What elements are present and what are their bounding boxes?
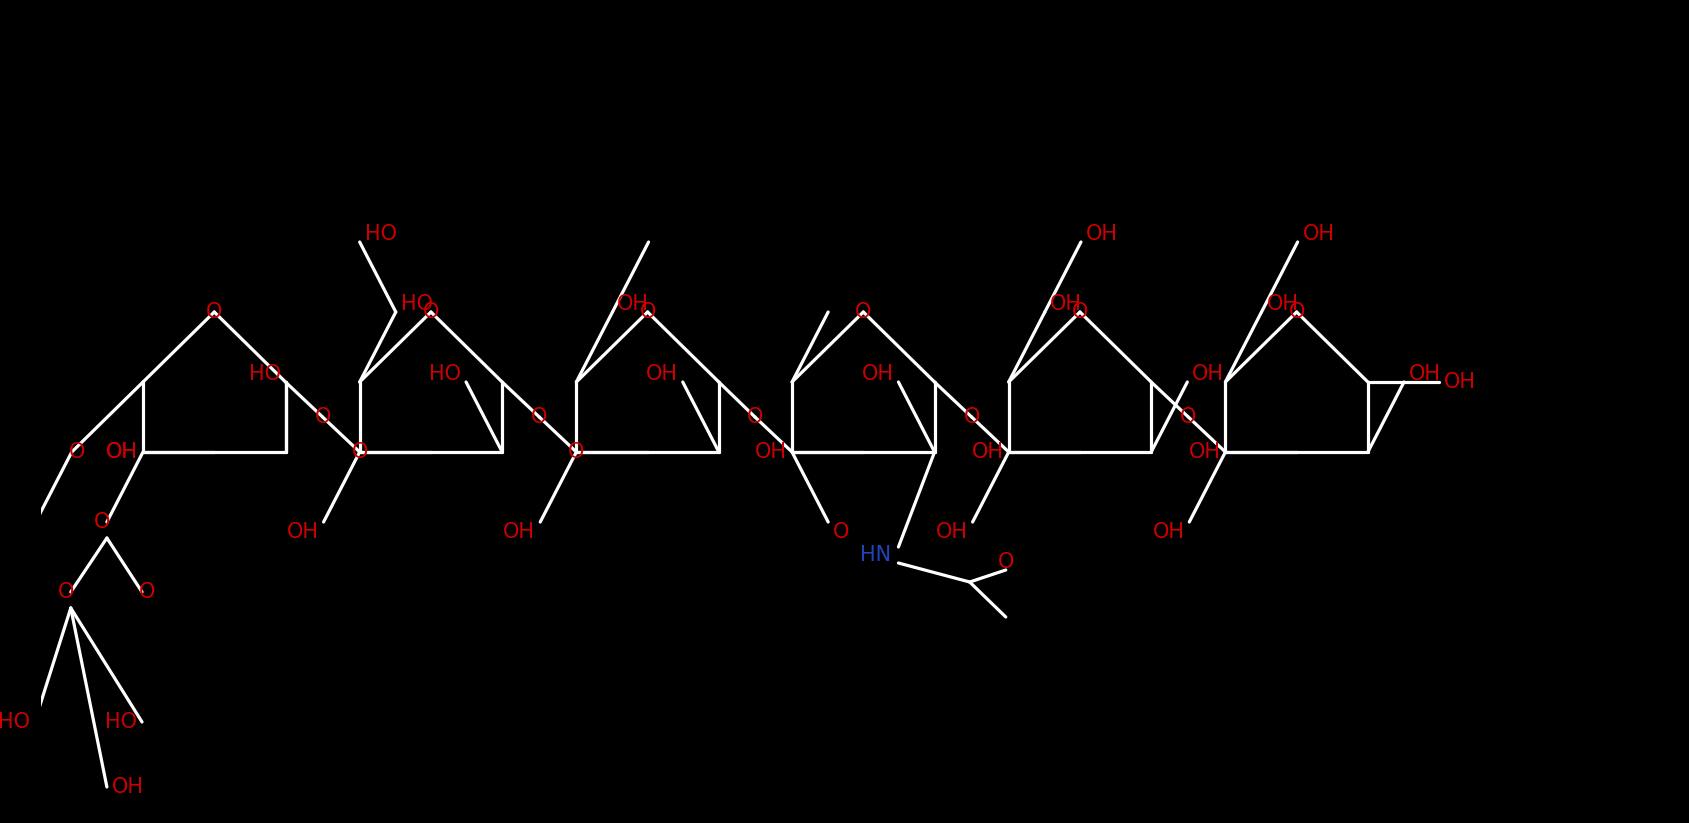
Text: OH: OH	[106, 442, 138, 462]
Text: HO: HO	[365, 224, 397, 244]
Text: O: O	[57, 582, 74, 602]
Text: OH: OH	[503, 522, 535, 542]
Text: O: O	[138, 582, 155, 602]
Text: OH: OH	[861, 364, 893, 384]
Text: HN: HN	[860, 545, 890, 565]
Text: O: O	[314, 407, 331, 427]
Text: O: O	[855, 302, 872, 322]
Text: O: O	[1181, 407, 1196, 427]
Text: HO: HO	[248, 364, 280, 384]
Text: OH: OH	[755, 442, 787, 462]
Text: OH: OH	[1409, 364, 1441, 384]
Text: O: O	[1073, 302, 1088, 322]
Text: O: O	[568, 442, 584, 462]
Text: HO: HO	[400, 294, 432, 314]
Text: HO: HO	[105, 712, 137, 732]
Text: O: O	[351, 442, 368, 462]
Text: OH: OH	[1152, 522, 1184, 542]
Text: O: O	[963, 407, 980, 427]
Text: OH: OH	[936, 522, 968, 542]
Text: OH: OH	[1189, 442, 1221, 462]
Text: O: O	[833, 522, 850, 542]
Text: O: O	[640, 302, 655, 322]
Text: OH: OH	[1444, 372, 1476, 392]
Text: OH: OH	[1192, 364, 1225, 384]
Text: OH: OH	[1086, 224, 1118, 244]
Text: O: O	[69, 442, 84, 462]
Text: O: O	[747, 407, 763, 427]
Text: OH: OH	[287, 522, 319, 542]
Text: OH: OH	[618, 294, 649, 314]
Text: O: O	[998, 552, 1013, 572]
Text: HO: HO	[0, 712, 30, 732]
Text: OH: OH	[645, 364, 677, 384]
Text: OH: OH	[1267, 294, 1299, 314]
Text: O: O	[95, 512, 110, 532]
Text: O: O	[530, 407, 547, 427]
Text: O: O	[206, 302, 223, 322]
Text: OH: OH	[111, 777, 144, 797]
Text: OH: OH	[1302, 224, 1334, 244]
Text: OH: OH	[971, 442, 1003, 462]
Text: O: O	[422, 302, 439, 322]
Text: O: O	[1289, 302, 1306, 322]
Text: HO: HO	[429, 364, 461, 384]
Text: OH: OH	[106, 442, 138, 462]
Text: OH: OH	[1051, 294, 1081, 314]
